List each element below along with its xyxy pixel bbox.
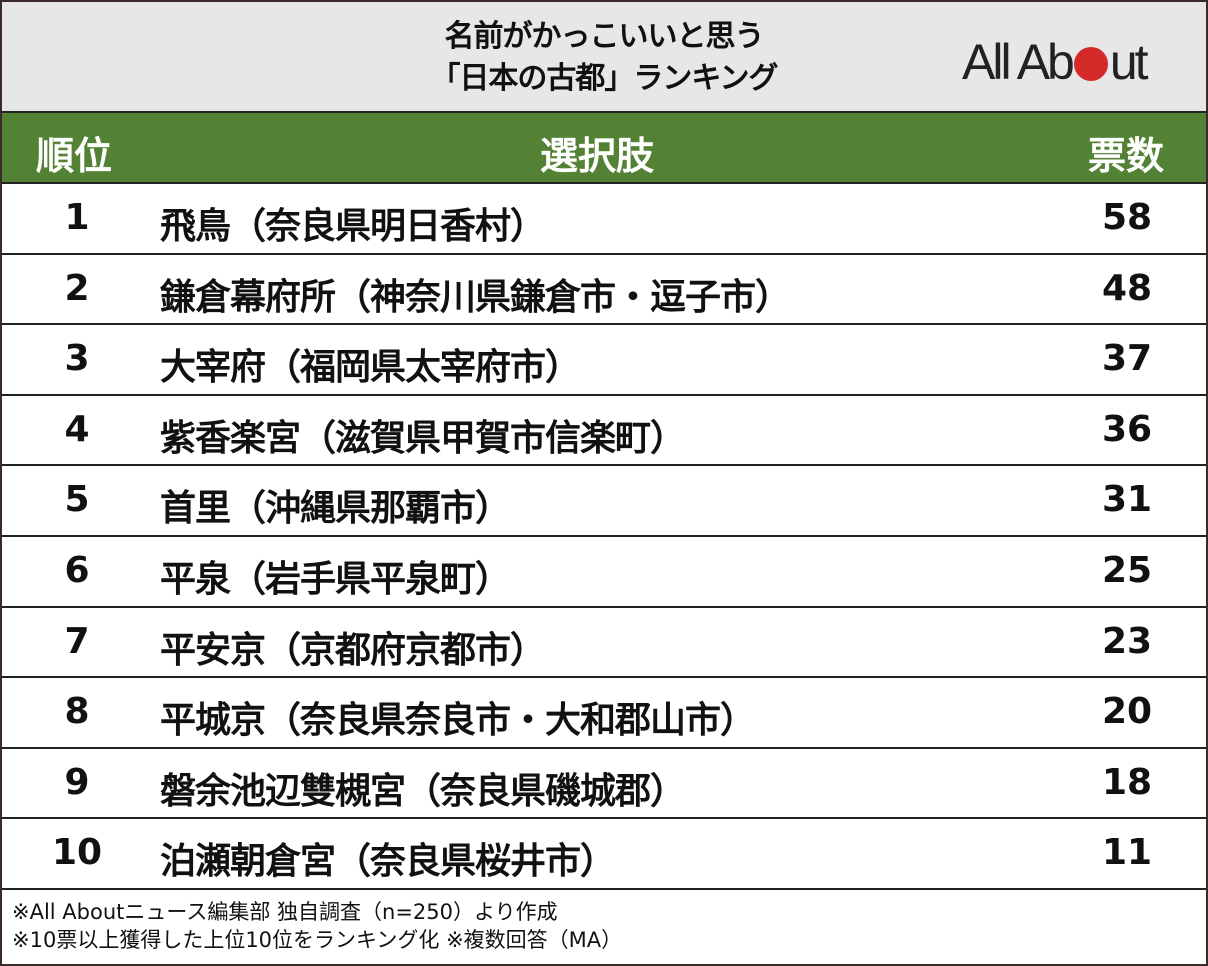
votes-cell: 31 xyxy=(1101,479,1153,521)
votes-cell: 18 xyxy=(1101,761,1153,803)
rank-cell: 4 xyxy=(64,408,90,450)
column-header-rank: 順位 xyxy=(36,134,113,178)
table-row: 4 紫香楽宮（滋賀県甲賀市信楽町） 36 xyxy=(2,396,1206,467)
allabout-logo: All Ab ut xyxy=(962,34,1149,90)
choice-cell: 大宰府（福岡県太宰府市） xyxy=(160,347,581,389)
votes-cell: 20 xyxy=(1101,691,1153,733)
votes-cell: 36 xyxy=(1101,408,1153,450)
table-row: 3 大宰府（福岡県太宰府市） 37 xyxy=(2,325,1206,396)
table-row: 10 泊瀬朝倉宮（奈良県桜井市） 11 xyxy=(2,819,1206,890)
votes-cell: 11 xyxy=(1101,832,1153,874)
table-row: 6 平泉（岩手県平泉町） 25 xyxy=(2,537,1206,608)
footnote-source: ※All Aboutニュース編集部 独自調査（n=250）より作成 xyxy=(12,900,558,924)
table-row: 8 平城京（奈良県奈良市・大和郡山市） 20 xyxy=(2,678,1206,749)
choice-cell: 平城京（奈良県奈良市・大和郡山市） xyxy=(160,700,756,742)
title-line-2: 「日本の古都」ランキング xyxy=(430,61,778,96)
column-header-choice: 選択肢 xyxy=(540,134,655,178)
rank-cell: 5 xyxy=(64,479,90,521)
rank-cell: 7 xyxy=(64,620,90,662)
table-row: 5 首里（沖縄県那覇市） 31 xyxy=(2,466,1206,537)
rank-cell: 6 xyxy=(64,550,90,591)
table-header: 順位 選択肢 票数 xyxy=(2,113,1206,184)
rank-cell: 8 xyxy=(64,691,90,733)
choice-cell: 平安京（京都府京都市） xyxy=(160,629,546,671)
table-row: 7 平安京（京都府京都市） 23 xyxy=(2,608,1206,679)
votes-cell: 25 xyxy=(1101,550,1153,591)
choice-cell: 首里（沖縄県那覇市） xyxy=(160,488,511,530)
choice-cell: 飛鳥（奈良県明日香村） xyxy=(160,206,546,247)
choice-cell: 平泉（岩手県平泉町） xyxy=(160,559,511,600)
rank-cell: 1 xyxy=(64,197,90,238)
rank-cell: 10 xyxy=(51,832,103,874)
footnotes: ※All Aboutニュース編集部 独自調査（n=250）より作成 ※10票以上… xyxy=(12,898,622,954)
choice-cell: 鎌倉幕府所（神奈川県鎌倉市・逗子市） xyxy=(160,276,791,318)
table-row: 2 鎌倉幕府所（神奈川県鎌倉市・逗子市） 48 xyxy=(2,255,1206,326)
choice-cell: 泊瀬朝倉宮（奈良県桜井市） xyxy=(160,841,616,883)
page-title: 名前がかっこいいと思う 「日本の古都」ランキング xyxy=(2,16,1206,100)
column-header-votes: 票数 xyxy=(1088,134,1165,178)
votes-cell: 58 xyxy=(1101,197,1153,238)
table-row: 1 飛鳥（奈良県明日香村） 58 xyxy=(2,184,1206,255)
table-row: 9 磐余池辺雙槻宮（奈良県磯城郡） 18 xyxy=(2,749,1206,820)
votes-cell: 23 xyxy=(1101,620,1153,662)
votes-cell: 48 xyxy=(1101,267,1153,309)
rank-cell: 9 xyxy=(64,761,90,803)
logo-red-dot-icon xyxy=(1073,47,1108,81)
votes-cell: 37 xyxy=(1101,338,1153,380)
title-header: 名前がかっこいいと思う 「日本の古都」ランキング All Ab ut xyxy=(2,2,1206,113)
footnote-method: ※10票以上獲得した上位10位をランキング化 ※複数回答（MA） xyxy=(12,928,623,952)
choice-cell: 磐余池辺雙槻宮（奈良県磯城郡） xyxy=(160,770,686,812)
rank-cell: 2 xyxy=(64,267,90,309)
choice-cell: 紫香楽宮（滋賀県甲賀市信楽町） xyxy=(160,417,686,459)
title-line-1: 名前がかっこいいと思う xyxy=(444,19,765,54)
rank-cell: 3 xyxy=(64,338,90,380)
